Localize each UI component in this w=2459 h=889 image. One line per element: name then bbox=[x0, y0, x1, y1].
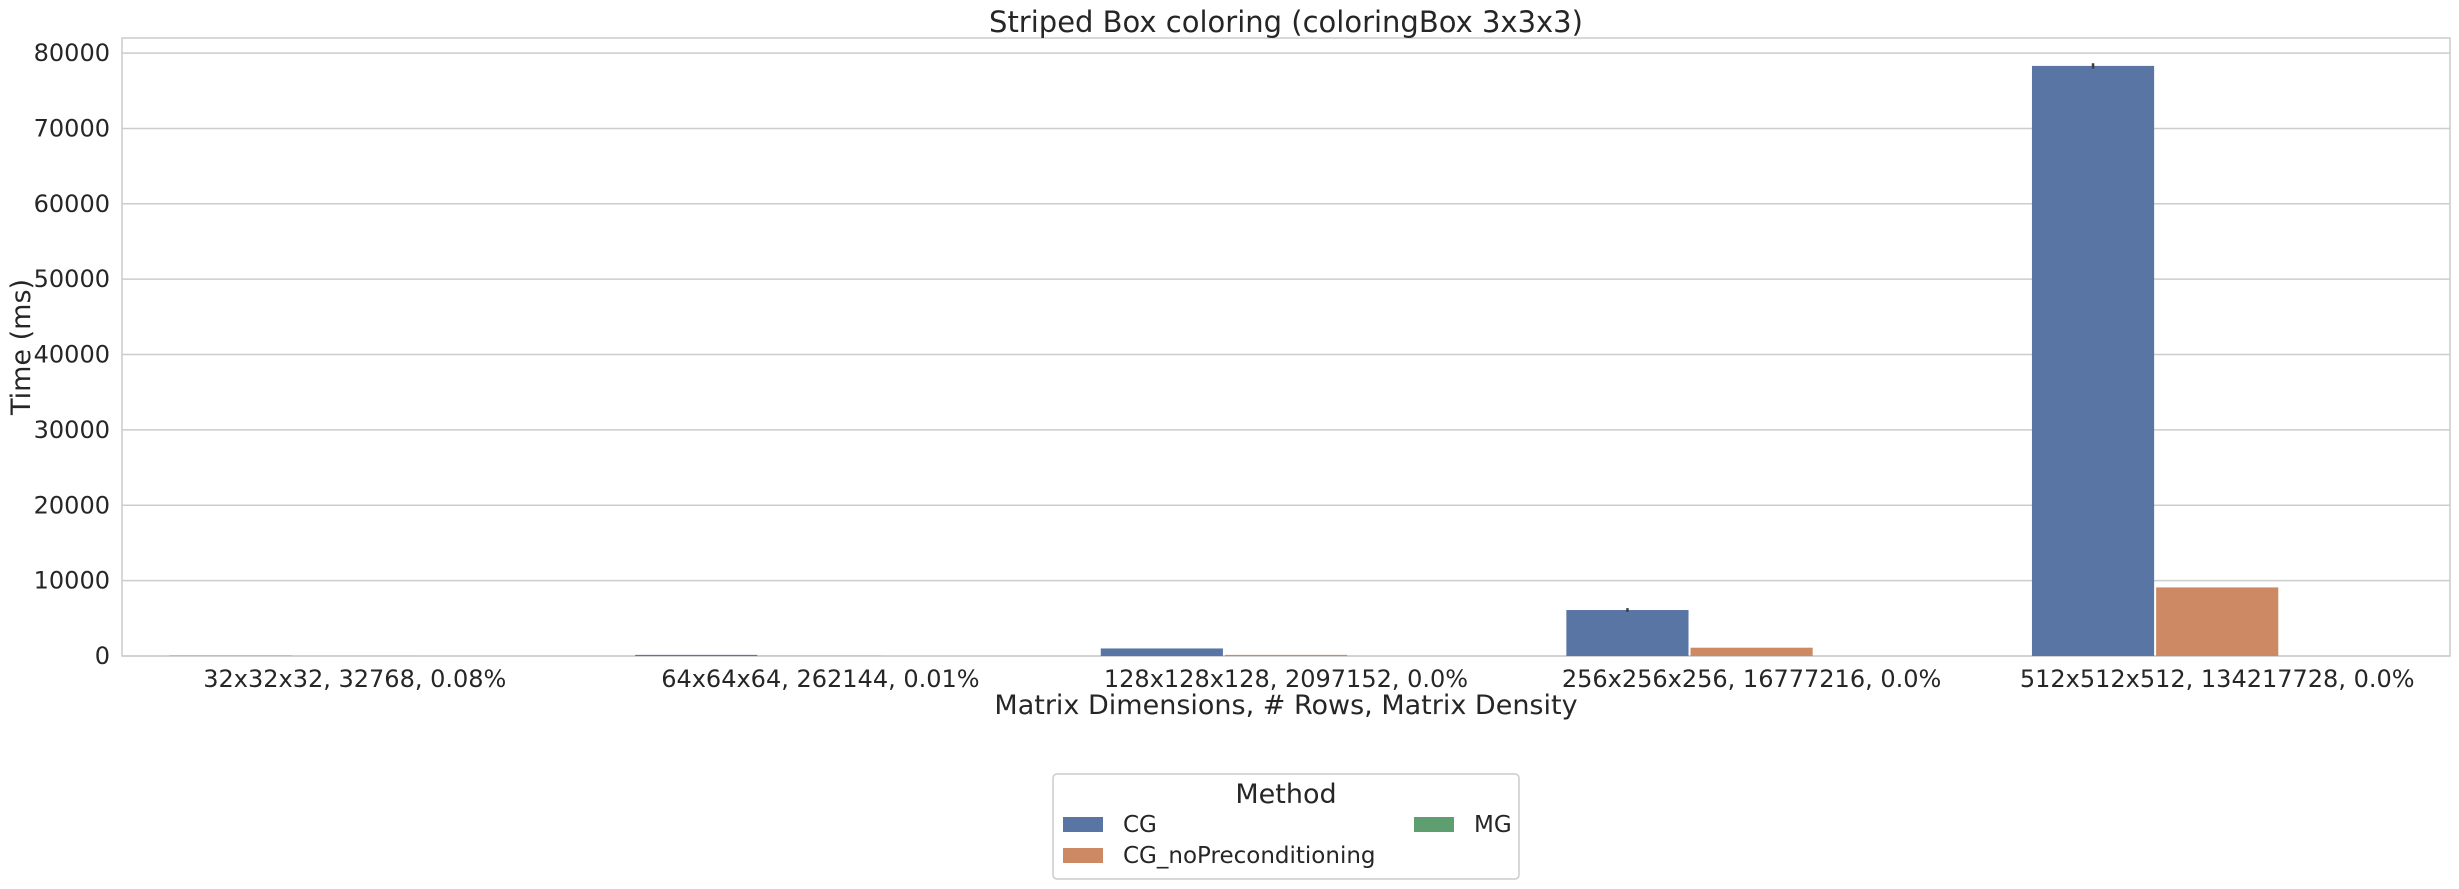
bar-cg bbox=[1566, 610, 1689, 656]
x-tick-label: 64x64x64, 262144, 0.01% bbox=[661, 665, 979, 693]
legend: Method CG CG_noPreconditioning MG bbox=[1052, 773, 1520, 880]
bar-cg bbox=[2031, 65, 2155, 656]
y-tick-label: 50000 bbox=[34, 265, 110, 293]
y-tick-label: 30000 bbox=[34, 416, 110, 444]
legend-title: Method bbox=[1235, 779, 1336, 810]
y-axis-ticks: 0 10000 20000 30000 40000 50000 60000 70000 8000… bbox=[34, 39, 110, 670]
legend-swatch-cg bbox=[1063, 817, 1103, 832]
legend-swatch-cg-nopreconditioning bbox=[1063, 848, 1103, 863]
legend-items: CG CG_noPreconditioning MG bbox=[1063, 812, 1512, 869]
bar-cg bbox=[635, 654, 758, 656]
bar-cg-nopreconditioning bbox=[1224, 654, 1348, 656]
x-tick-label: 512x512x512, 134217728, 0.0% bbox=[2020, 665, 2415, 693]
bar-cg-nopreconditioning bbox=[2156, 587, 2279, 656]
legend-frame bbox=[1052, 773, 1520, 880]
legend-swatch-mg bbox=[1414, 817, 1454, 832]
y-tick-label: 80000 bbox=[34, 39, 110, 67]
legend-label: CG bbox=[1123, 812, 1157, 838]
legend-label: MG bbox=[1474, 812, 1512, 838]
x-tick-label: 256x256x256, 16777216, 0.0% bbox=[1562, 665, 1941, 693]
x-tick-label: 128x128x128, 2097152, 0.0% bbox=[1104, 665, 1468, 693]
bar-cg bbox=[1100, 648, 1223, 656]
bar-cg-nopreconditioning bbox=[1690, 647, 1813, 656]
x-axis-title: Matrix Dimensions, # Rows, Matrix Densit… bbox=[994, 690, 1577, 721]
y-tick-label: 70000 bbox=[34, 114, 110, 142]
y-tick-label: 20000 bbox=[34, 491, 110, 519]
x-tick-label: 32x32x32, 32768, 0.08% bbox=[203, 665, 506, 693]
chart-title: Striped Box coloring (coloringBox 3x3x3) bbox=[989, 5, 1583, 39]
legend-label: CG_noPreconditioning bbox=[1123, 843, 1376, 869]
x-axis-ticks: 32x32x32, 32768, 0.08% 64x64x64, 262144, … bbox=[203, 665, 2414, 693]
bars bbox=[169, 63, 2279, 656]
y-tick-label: 60000 bbox=[34, 190, 110, 218]
y-tick-label: 10000 bbox=[34, 567, 110, 595]
y-tick-label: 40000 bbox=[34, 341, 110, 369]
y-tick-label: 0 bbox=[95, 642, 110, 670]
y-axis-title: Time (ms) bbox=[6, 279, 37, 416]
